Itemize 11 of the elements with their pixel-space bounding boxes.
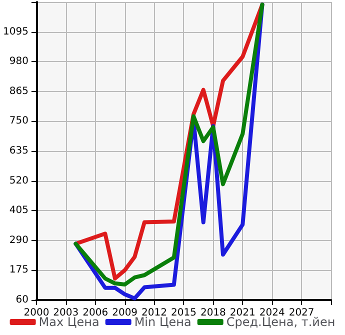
y-tick-label: 1095 (2, 26, 28, 38)
y-tick-label: 750 (9, 116, 28, 127)
y-tick-label: 405 (9, 205, 28, 216)
y-tick-label: 290 (9, 234, 28, 246)
y-tick-label: 865 (9, 86, 28, 97)
x-tick-label: 2018 (200, 308, 226, 318)
y-tick-label: 635 (9, 146, 28, 156)
y-tick-label: 520 (9, 175, 28, 186)
y-tick-label: 980 (9, 56, 28, 68)
y-tick-label: 175 (9, 264, 28, 276)
y-tick-label: 60 (16, 294, 28, 306)
